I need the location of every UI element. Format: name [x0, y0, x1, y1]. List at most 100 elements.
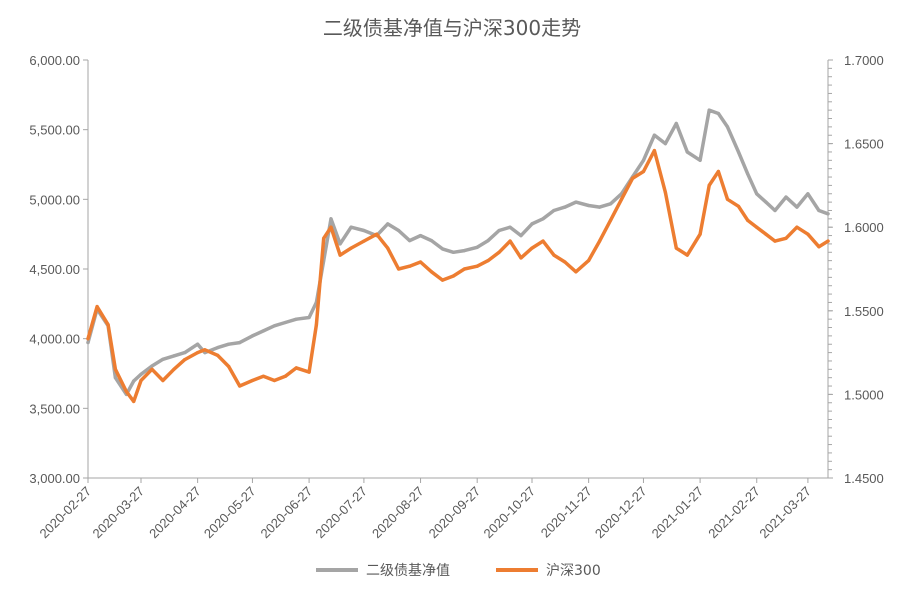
fund-nav-data-point: [519, 234, 523, 238]
csi300-data-point: [508, 239, 512, 243]
fund-nav-data-point: [707, 108, 711, 112]
fund-nav-data-point: [563, 205, 567, 209]
csi300-data-point: [238, 384, 242, 388]
csi300-data-point: [418, 260, 423, 264]
csi300-data-point: [784, 236, 788, 240]
fund-nav-data-point: [172, 354, 176, 358]
fund-nav-data-point: [349, 225, 353, 229]
fund-nav-data-point: [508, 225, 512, 229]
csi300-data-point: [519, 256, 523, 260]
left-axis-tick-label: 6,000.00: [29, 53, 80, 68]
left-axis-tick-label: 4,500.00: [29, 262, 80, 277]
left-axis-tick-label: 3,500.00: [29, 401, 80, 416]
fund-nav-data-point: [497, 228, 501, 233]
fund-nav-data-point: [764, 200, 768, 204]
csi300-data-point: [161, 378, 165, 383]
fund-nav-data-point: [736, 150, 741, 154]
fund-nav-data-point: [826, 212, 830, 216]
fund-nav-data-point: [418, 234, 423, 238]
csi300-data-point: [362, 239, 366, 243]
csi300-data-point: [598, 239, 602, 243]
csi300-data-point: [685, 253, 689, 257]
fund-nav-data-point: [746, 172, 750, 176]
fund-nav-data-point: [795, 205, 799, 209]
csi300-data-point: [652, 149, 657, 153]
fund-nav-data-point: [462, 249, 466, 253]
x-axis-tick-label: 2020-10-27: [480, 484, 538, 542]
csi300-data-point: [826, 239, 830, 243]
csi300-data-point: [338, 253, 342, 257]
csi300-data-point: [283, 374, 287, 378]
chart-title: 二级债基净值与沪深300走势: [323, 16, 581, 40]
fund-nav-data-point: [216, 346, 220, 350]
fund-nav-data-point: [716, 111, 721, 116]
csi300-data-point: [172, 367, 176, 371]
fund-nav-data-point: [183, 351, 187, 355]
csi300-data-point: [475, 264, 479, 268]
csi300-data-point: [462, 267, 466, 271]
fund-nav-data-point: [773, 208, 777, 213]
legend: 二级债基净值 沪深300: [316, 562, 601, 579]
csi300-data-point: [261, 374, 265, 378]
axes-layer: 3,000.00 3,500.00 4,000.00 4,500.00 5,000.00…: [29, 53, 883, 541]
x-axis-tick-label: 2020-04-27: [146, 484, 204, 542]
x-axis-tick-label: 2021-03-27: [756, 484, 814, 542]
left-axis-tick-label: 5,000.00: [29, 192, 80, 207]
csi300-data-point: [250, 378, 254, 383]
csi300-data-point: [440, 278, 445, 282]
csi300-data-point: [609, 218, 613, 222]
right-axis-tick-label: 1.4500: [844, 471, 884, 486]
csi300-data-point: [106, 323, 110, 327]
x-axis-tick-label: 2021-01-27: [649, 484, 707, 542]
fund-nav-data-point: [338, 242, 342, 246]
fund-nav-data-point: [261, 329, 265, 333]
fund-nav-data-point: [598, 205, 602, 209]
csi300-data-point: [329, 225, 333, 229]
x-axis-tick-label: 2020-08-27: [369, 484, 427, 542]
left-axis-tick-label: 3,000.00: [29, 471, 80, 486]
csi300-data-point: [725, 197, 730, 201]
legend-label-csi300: 沪深300: [546, 563, 601, 579]
series-layer: [86, 108, 830, 404]
csi300-data-point: [322, 236, 326, 240]
x-axis-tick-label: 2020-07-27: [312, 484, 370, 542]
fund-nav-data-point: [674, 121, 678, 126]
csi300-data-point: [716, 169, 721, 174]
csi300-data-point: [150, 367, 154, 371]
csi300-data-point: [386, 246, 390, 250]
csi300-data-point: [294, 366, 298, 370]
fund-nav-data-point: [755, 192, 759, 196]
fund-nav-data-point: [238, 341, 242, 345]
fund-nav-data-point: [817, 208, 821, 213]
csi300-data-point: [113, 367, 117, 371]
fund-nav-data-point: [429, 239, 434, 243]
csi300-data-point: [216, 353, 220, 357]
fund-nav-data-point: [150, 364, 154, 368]
fund-nav-data-point: [609, 202, 613, 206]
right-axis-tick-label: 1.7000: [844, 53, 884, 68]
fund-nav-data-point: [294, 317, 298, 321]
csi300-data-point: [408, 264, 412, 268]
fund-nav-data-point: [440, 247, 445, 251]
legend-label-fund-nav: 二级债基净值: [366, 562, 450, 579]
csi300-data-point: [272, 378, 276, 383]
x-axis-tick-label: 2020-02-27: [36, 484, 94, 542]
csi300-data-point: [746, 218, 750, 222]
fund-nav-data-point: [574, 200, 578, 204]
fund-nav-data-point: [139, 372, 143, 376]
csi300-data-point: [307, 370, 311, 374]
csi300-data-point: [563, 260, 567, 264]
fund-nav-data-point: [272, 324, 276, 328]
x-axis-tick-label: 2020-11-27: [538, 484, 595, 541]
csi300-data-point: [203, 348, 207, 352]
x-axis-tick-label: 2020-09-27: [426, 484, 484, 542]
csi300-data-point: [183, 358, 187, 362]
csi300-data-point: [630, 176, 635, 180]
csi300-data-point: [429, 270, 434, 274]
x-axis-tick-label: 2021-02-27: [705, 484, 763, 542]
fund-nav-data-point: [652, 133, 657, 137]
csi300-data-point: [451, 274, 455, 278]
fund-nav-data-point: [663, 142, 668, 146]
fund-nav-data-point: [397, 228, 401, 233]
